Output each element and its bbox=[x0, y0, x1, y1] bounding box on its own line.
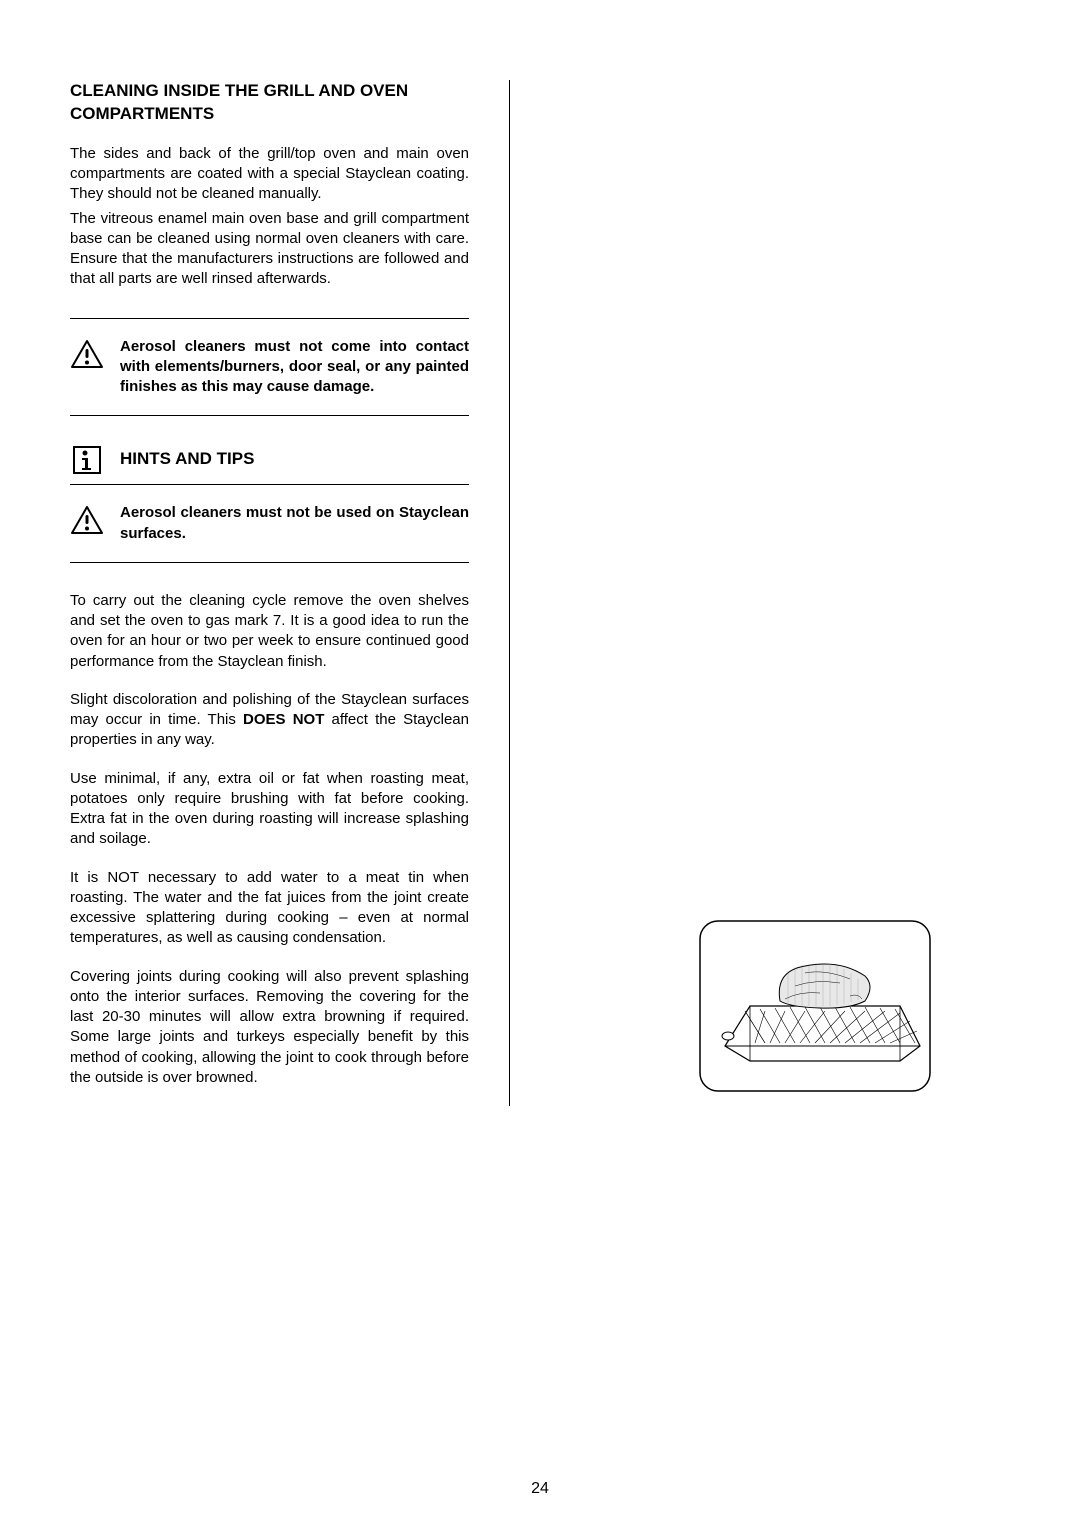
paragraph-1: The sides and back of the grill/top oven… bbox=[70, 144, 469, 205]
right-column bbox=[550, 80, 970, 1106]
left-column: CLEANING INSIDE THE GRILL AND OVEN COMPA… bbox=[70, 80, 510, 1106]
hints-heading: HINTS AND TIPS bbox=[120, 449, 254, 469]
warning-callout-1: Aerosol cleaners must not come into cont… bbox=[70, 318, 469, 417]
paragraph-3: To carry out the cleaning cycle remove t… bbox=[70, 591, 469, 672]
warning-text-2: Aerosol cleaners must not be used on Sta… bbox=[120, 503, 469, 544]
warning-icon bbox=[70, 337, 104, 369]
warning-icon bbox=[70, 503, 104, 535]
roasting-tin-illustration bbox=[690, 911, 940, 1106]
paragraph-4: Slight discoloration and polishing of th… bbox=[70, 690, 469, 751]
page-container: CLEANING INSIDE THE GRILL AND OVEN COMPA… bbox=[0, 0, 1080, 1146]
paragraph-5: Use minimal, if any, extra oil or fat wh… bbox=[70, 769, 469, 850]
paragraph-7: Covering joints during cooking will also… bbox=[70, 967, 469, 1089]
page-number: 24 bbox=[531, 1480, 549, 1498]
paragraph-2: The vitreous enamel main oven base and g… bbox=[70, 209, 469, 290]
info-icon bbox=[70, 444, 104, 474]
hints-heading-row: HINTS AND TIPS bbox=[70, 444, 469, 474]
warning-callout-2: Aerosol cleaners must not be used on Sta… bbox=[70, 484, 469, 563]
section-heading: CLEANING INSIDE THE GRILL AND OVEN COMPA… bbox=[70, 80, 469, 126]
para4-bold: DOES NOT bbox=[243, 711, 324, 728]
warning-text-1: Aerosol cleaners must not come into cont… bbox=[120, 337, 469, 398]
paragraph-6: It is NOT necessary to add water to a me… bbox=[70, 868, 469, 949]
